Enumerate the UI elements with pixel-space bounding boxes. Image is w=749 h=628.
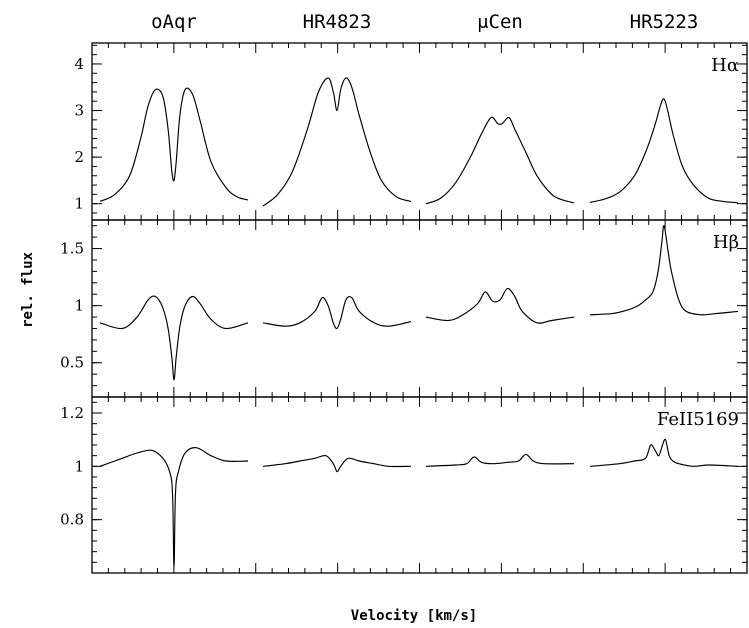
series-h--hr4823 <box>262 296 412 330</box>
panel-h-: 1 2 3 4 Hα <box>74 42 748 221</box>
x-axis-label: Velocity [km/s] <box>351 608 477 624</box>
series-h--hr5223 <box>589 225 739 316</box>
series-h--hr5223 <box>589 98 739 204</box>
panel-frame <box>91 42 748 221</box>
series-h--oaqr <box>99 87 249 202</box>
star-label-hr5223: HR5223 <box>630 11 699 33</box>
y-tick-label: 1.2 <box>60 404 84 422</box>
star-labels: oAqr HR4823 μCen HR5223 <box>151 11 698 33</box>
series-h--hr4823 <box>262 77 412 207</box>
series-h--oaqr <box>99 295 249 381</box>
series-feii5169-hr4823 <box>262 454 412 473</box>
star-label-mucen: μCen <box>477 11 523 33</box>
series-feii5169-oaqr <box>99 447 249 569</box>
line-label: Hβ <box>713 232 739 253</box>
y-tick-label: 1 <box>74 195 84 213</box>
panel-frame <box>91 219 748 398</box>
panel-h-: 0.5 1 1.5 Hβ <box>60 219 748 398</box>
y-tick-label: 1 <box>74 457 84 475</box>
panels: 1 2 3 4 Hα 0.5 1 1.5 Hβ 0.8 1 1.2 FeII5169 <box>60 42 748 574</box>
series-h---cen <box>425 287 575 324</box>
star-label-hr4823: HR4823 <box>303 11 372 33</box>
series-h---cen <box>425 116 575 205</box>
panel-feii5169: 0.8 1 1.2 FeII5169 <box>60 396 748 574</box>
y-tick-label: 1 <box>74 297 84 315</box>
y-tick-label: 4 <box>74 55 84 73</box>
panel-frame <box>91 396 748 574</box>
line-label: FeII5169 <box>657 409 739 430</box>
star-label-oaqr: oAqr <box>151 11 197 33</box>
y-tick-label: 0.5 <box>60 354 84 372</box>
y-axis-label: rel. flux <box>20 252 36 328</box>
y-tick-label: 3 <box>74 102 84 120</box>
y-tick-label: 0.8 <box>60 511 84 529</box>
line-label: Hα <box>711 55 739 76</box>
y-tick-label: 1.5 <box>60 240 84 258</box>
series-feii5169--cen <box>425 453 575 467</box>
y-tick-label: 2 <box>74 148 84 166</box>
series-feii5169-hr5223 <box>589 438 739 467</box>
